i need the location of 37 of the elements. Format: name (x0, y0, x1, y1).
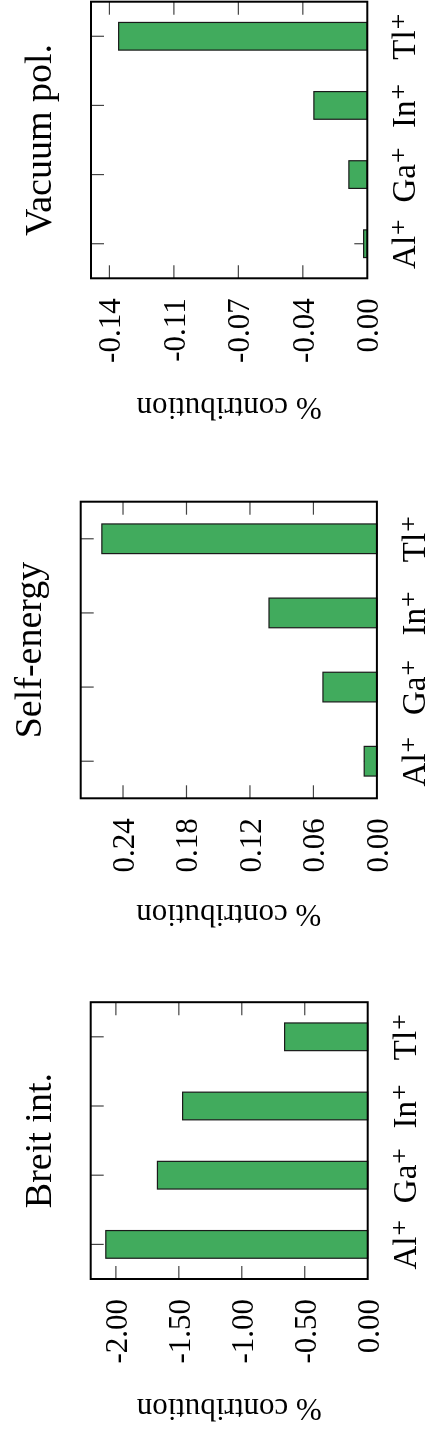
x-tick-label: -0.11 (156, 298, 192, 362)
y-tick-label: Al⁺ (386, 218, 423, 269)
x-tick-label: 0.06 (296, 818, 332, 873)
y-tick-label: Al⁺ (395, 736, 432, 787)
y-tick-label: In⁺ (386, 1083, 423, 1129)
y-tick-label: In⁺ (395, 590, 432, 636)
x-tick-label: -2.00 (98, 1299, 134, 1364)
y-tick-label: Tl⁺ (386, 1013, 423, 1061)
x-axis-title: % contribution (136, 1392, 322, 1427)
bar (268, 597, 378, 629)
x-tick-label: 0.00 (350, 298, 386, 353)
x-tick-label: 0.12 (232, 818, 268, 873)
x-tick-label: 0.00 (350, 1299, 386, 1354)
y-tick-label: Ga⁺ (386, 1147, 423, 1204)
text: Self-energy (6, 561, 49, 739)
text: Breit int. (16, 1073, 59, 1209)
x-tick-label: -0.07 (221, 298, 257, 363)
y-tick-label: Ga⁺ (395, 659, 432, 716)
x-tick-label: 0.00 (359, 818, 395, 873)
x-tick-label: -0.50 (287, 1299, 323, 1364)
bar (363, 745, 378, 777)
x-tick-label: 0.24 (105, 817, 141, 873)
x-tick-label: -1.50 (161, 1299, 197, 1364)
y-tick-label: Tl⁺ (386, 12, 423, 60)
y-tick-label: Tl⁺ (395, 515, 432, 563)
text: Vacuum pol. (17, 43, 59, 237)
x-tick-label: -1.00 (224, 1299, 260, 1364)
x-axis-title: % contribution (136, 391, 322, 427)
y-tick-label: In⁺ (386, 82, 423, 128)
x-tick-label: 0.18 (169, 818, 205, 873)
x-axis-title: % contribution (135, 898, 322, 934)
x-tick-label: -0.04 (285, 297, 321, 363)
y-tick-label: Ga⁺ (386, 146, 423, 203)
y-tick-label: Al⁺ (386, 1219, 423, 1270)
bar (101, 523, 378, 555)
x-tick-label: -0.14 (92, 297, 128, 363)
bar (322, 671, 378, 703)
